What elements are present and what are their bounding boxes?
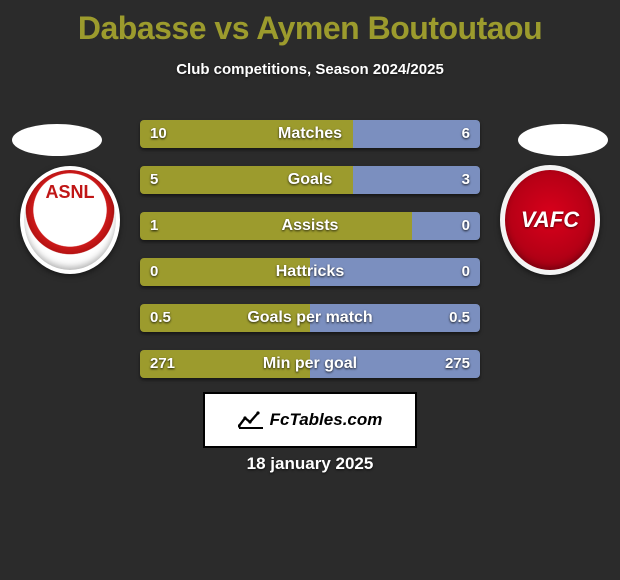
club-badge-right-text: VAFC [521, 207, 579, 233]
page-subtitle: Club competitions, Season 2024/2025 [0, 61, 620, 78]
player-photo-placeholder-right [518, 124, 608, 156]
player-photo-placeholder-left [12, 124, 102, 156]
stat-bar-value-right: 0.5 [449, 304, 470, 332]
stat-bar-fill-right [310, 258, 480, 286]
footer-date: 18 january 2025 [0, 454, 620, 474]
stat-bar-fill-left [140, 166, 353, 194]
club-badge-left-text: ASNL [46, 182, 95, 203]
fctables-logo-icon [238, 411, 264, 429]
stat-bar-value-left: 10 [150, 120, 167, 148]
page-title: Dabasse vs Aymen Boutoutaou [0, 0, 620, 47]
stat-bar-value-left: 0 [150, 258, 158, 286]
stat-bar-value-left: 271 [150, 350, 175, 378]
stat-bar-value-left: 1 [150, 212, 158, 240]
stat-bar-value-right: 0 [462, 212, 470, 240]
stat-bars: Matches106Goals53Assists10Hattricks00Goa… [140, 120, 480, 396]
stat-bar-fill-left [140, 258, 310, 286]
footer-brand-text: FcTables.com [270, 410, 383, 430]
stat-bar-value-right: 275 [445, 350, 470, 378]
stat-bar-value-right: 6 [462, 120, 470, 148]
stat-bar: Goals53 [140, 166, 480, 194]
stat-bar: Hattricks00 [140, 258, 480, 286]
comparison-infographic: Dabasse vs Aymen Boutoutaou Club competi… [0, 0, 620, 580]
stat-bar-fill-left [140, 212, 412, 240]
club-badge-right-inner: VAFC [500, 165, 600, 275]
stat-bar-value-right: 3 [462, 166, 470, 194]
stat-bar-value-right: 0 [462, 258, 470, 286]
stat-bar-value-left: 5 [150, 166, 158, 194]
stat-bar-fill-left [140, 120, 353, 148]
stat-bar: Assists10 [140, 212, 480, 240]
club-badge-left: ASNL [20, 170, 120, 270]
stat-bar: Goals per match0.50.5 [140, 304, 480, 332]
footer-brand-badge: FcTables.com [203, 392, 417, 448]
stat-bar: Matches106 [140, 120, 480, 148]
club-badge-left-inner: ASNL [20, 166, 120, 274]
stat-bar: Min per goal271275 [140, 350, 480, 378]
club-badge-right: VAFC [500, 170, 600, 270]
stat-bar-value-left: 0.5 [150, 304, 171, 332]
